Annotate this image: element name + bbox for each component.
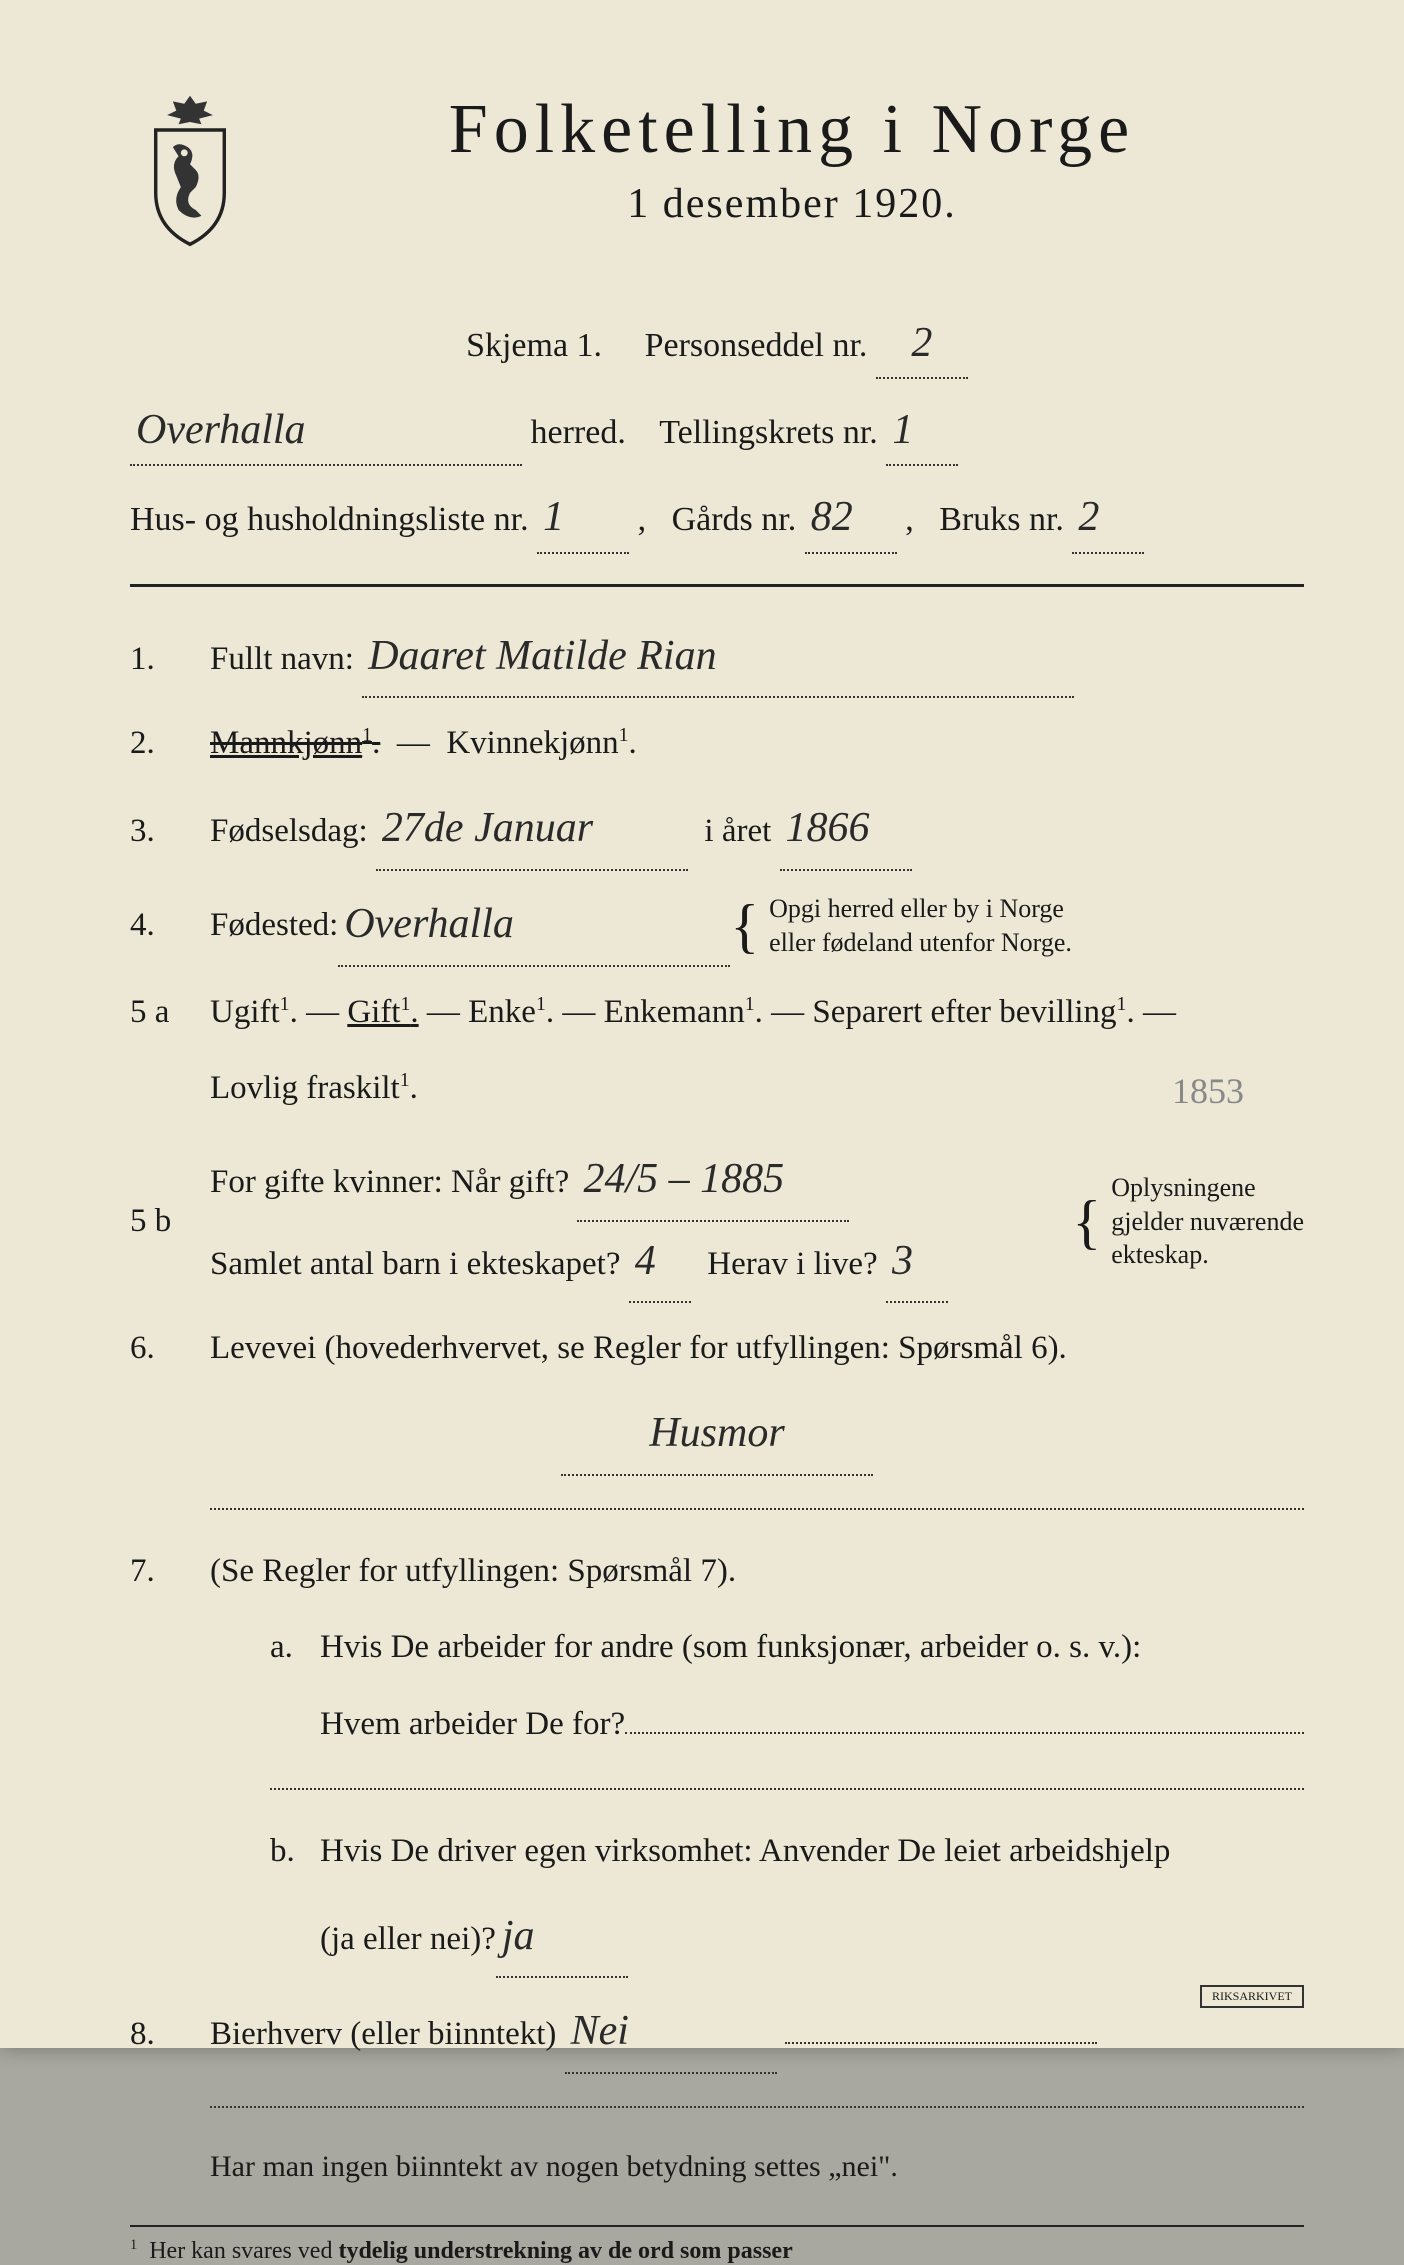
q6-row: 6. Levevei (hovederhvervet, se Regler fo… [130, 1317, 1304, 1380]
personseddel-label: Personseddel nr. [645, 327, 868, 364]
q1-label: Fullt navn: [210, 641, 354, 677]
q7b-row2: (ja eller nei)? ja [270, 1897, 1304, 1979]
q6-value-line: Husmor [130, 1394, 1304, 1476]
q5a-ugift: Ugift1. [210, 994, 298, 1030]
q7-label: (Se Regler for utfyllingen: Spørsmål 7). [210, 1540, 1304, 1603]
q7-row: 7. (Se Regler for utfyllingen: Spørsmål … [130, 1540, 1304, 1603]
q2-mann: Mannkjønn1. [210, 725, 380, 761]
q5a-gift: Gift1. [347, 994, 418, 1030]
title-block: Folketelling i Norge 1 desember 1920. [280, 80, 1304, 228]
footnote-separator [130, 2225, 1304, 2227]
husliste-nr: 1 [537, 484, 629, 553]
dotted-line [270, 1786, 1304, 1790]
q4-row: 4. Fødested: Overhalla { Opgi herred ell… [130, 885, 1304, 967]
footnote-num: 1 [130, 2237, 137, 2253]
skjema-label: Skjema 1. [466, 327, 602, 364]
q8-value: Nei [565, 1992, 777, 2074]
subtitle: 1 desember 1920. [280, 180, 1304, 228]
herred-label: herred. [531, 414, 626, 451]
q8-blank [785, 2042, 1097, 2044]
bruks-label: Bruks nr. [939, 501, 1064, 538]
q6-num: 6. [130, 1317, 210, 1380]
q5b-note: Oplysningene gjelder nuværende ekteskap. [1111, 1171, 1304, 1272]
q4-label: Fødested: [210, 894, 338, 957]
q3-day: 27de Januar [376, 789, 688, 871]
q1-num: 1. [130, 628, 210, 691]
husliste-label: Hus- og husholdningsliste nr. [130, 501, 529, 538]
q8-row: 8. Bierhverv (eller biinntekt) Nei [130, 1992, 1304, 2074]
q7a-value [625, 1732, 1304, 1734]
q2-num: 2. [130, 712, 210, 775]
q7b-row: b. Hvis De driver egen virksomhet: Anven… [270, 1820, 1304, 1883]
q2-kvinne: Kvinnekjønn1. [446, 725, 636, 761]
q4-note: Opgi herred eller by i Norge eller fødel… [769, 892, 1072, 960]
q5a-fraskilt: Lovlig fraskilt1. [210, 1070, 418, 1106]
skjema-line: Skjema 1. Personseddel nr. 2 [130, 310, 1304, 379]
herred-line: Overhalla herred. Tellingskrets nr. 1 [130, 397, 1304, 466]
q5a-enkemann: Enkemann1. [604, 994, 763, 1030]
q8-label: Bierhverv (eller biinntekt) [210, 2016, 556, 2052]
q5a-row2: Lovlig fraskilt1. 1853 [130, 1057, 1304, 1125]
meta-block: Skjema 1. Personseddel nr. 2 [130, 310, 1304, 379]
q7b-text2: (ja eller nei)? [320, 1908, 496, 1971]
q5b-ilive: 3 [886, 1222, 948, 1304]
q5b-num: 5 b [130, 1190, 210, 1253]
tellingskrets-nr: 1 [886, 397, 958, 466]
main-title: Folketelling i Norge [280, 90, 1304, 170]
q6-label: Levevei (hovederhvervet, se Regler for u… [210, 1317, 1304, 1380]
q3-label: Fødselsdag: [210, 813, 368, 849]
printer-stamp: RIKSARKIVET [1200, 1985, 1304, 2008]
bruks-nr: 2 [1072, 484, 1144, 553]
q1-value: Daaret Matilde Rian [362, 617, 1074, 699]
q5a-row: 5 a Ugift1. — Gift1. — Enke1. — Enkemann… [130, 981, 1304, 1044]
footer-note: Har man ingen biinntekt av nogen betydni… [210, 2138, 1304, 2195]
q8-num: 8. [130, 2003, 210, 2066]
q5b-barn-label: Samlet antal barn i ekteskapet? [210, 1246, 621, 1282]
q7a-row: a. Hvis De arbeider for andre (som funks… [270, 1616, 1304, 1679]
gards-label: Gårds nr. [672, 501, 797, 538]
dotted-line [210, 2104, 1304, 2108]
q6-value: Husmor [561, 1394, 873, 1476]
q7b-label: b. [270, 1820, 320, 1883]
footnote: 1 Her kan svares ved tydelig understrekn… [130, 2237, 1304, 2265]
questions-block: 1. Fullt navn: Daaret Matilde Rian 2. Ma… [130, 617, 1304, 2196]
census-form-page: Folketelling i Norge 1 desember 1920. Sk… [0, 0, 1404, 2048]
q3-num: 3. [130, 800, 210, 863]
q7a-label: a. [270, 1616, 320, 1679]
footnote-text: Her kan svares ved tydelig understreknin… [149, 2238, 793, 2264]
q7a-text2: Hvem arbeider De for? [320, 1693, 625, 1756]
q3-year: 1866 [780, 789, 912, 871]
q7-num: 7. [130, 1540, 210, 1603]
q7b-text1: Hvis De driver egen virksomhet: Anvender… [320, 1820, 1170, 1883]
dotted-line [210, 1506, 1304, 1510]
q2-dash: — [397, 725, 430, 761]
q5b-barn: 4 [629, 1222, 691, 1304]
q3-row: 3. Fødselsdag: 27de Januar i året 1866 [130, 789, 1304, 871]
q4-value: Overhalla [338, 885, 730, 967]
gards-nr: 82 [805, 484, 897, 553]
personseddel-nr: 2 [876, 310, 968, 379]
q7a-text1: Hvis De arbeider for andre (som funksjon… [320, 1616, 1141, 1679]
herred-name: Overhalla [130, 397, 522, 466]
q5b-date: 24/5 – 1885 [577, 1140, 849, 1222]
q4-num: 4. [130, 894, 210, 957]
q5b-ilive-label: Herav i live? [707, 1246, 877, 1282]
header: Folketelling i Norge 1 desember 1920. [130, 80, 1304, 250]
q5b-row: 5 b For gifte kvinner: Når gift? 24/5 – … [130, 1140, 1304, 1304]
separator-line [130, 584, 1304, 587]
q3-year-label: i året [704, 813, 771, 849]
q7b-value: ja [496, 1897, 628, 1979]
q1-row: 1. Fullt navn: Daaret Matilde Rian [130, 617, 1304, 699]
q5a-separert: Separert efter bevilling1. [812, 994, 1134, 1030]
coat-of-arms-icon [130, 90, 250, 250]
tellingskrets-label: Tellingskrets nr. [659, 414, 878, 451]
q5a-enke: Enke1. [468, 994, 554, 1030]
pencil-note: 1853 [1172, 1057, 1244, 1125]
q5b-label: For gifte kvinner: Når gift? [210, 1164, 569, 1200]
husliste-line: Hus- og husholdningsliste nr. 1 , Gårds … [130, 484, 1304, 553]
q2-row: 2. Mannkjønn1. — Kvinnekjønn1. [130, 712, 1304, 775]
q7a-row2: Hvem arbeider De for? [270, 1693, 1304, 1756]
q5a-num: 5 a [130, 981, 210, 1044]
